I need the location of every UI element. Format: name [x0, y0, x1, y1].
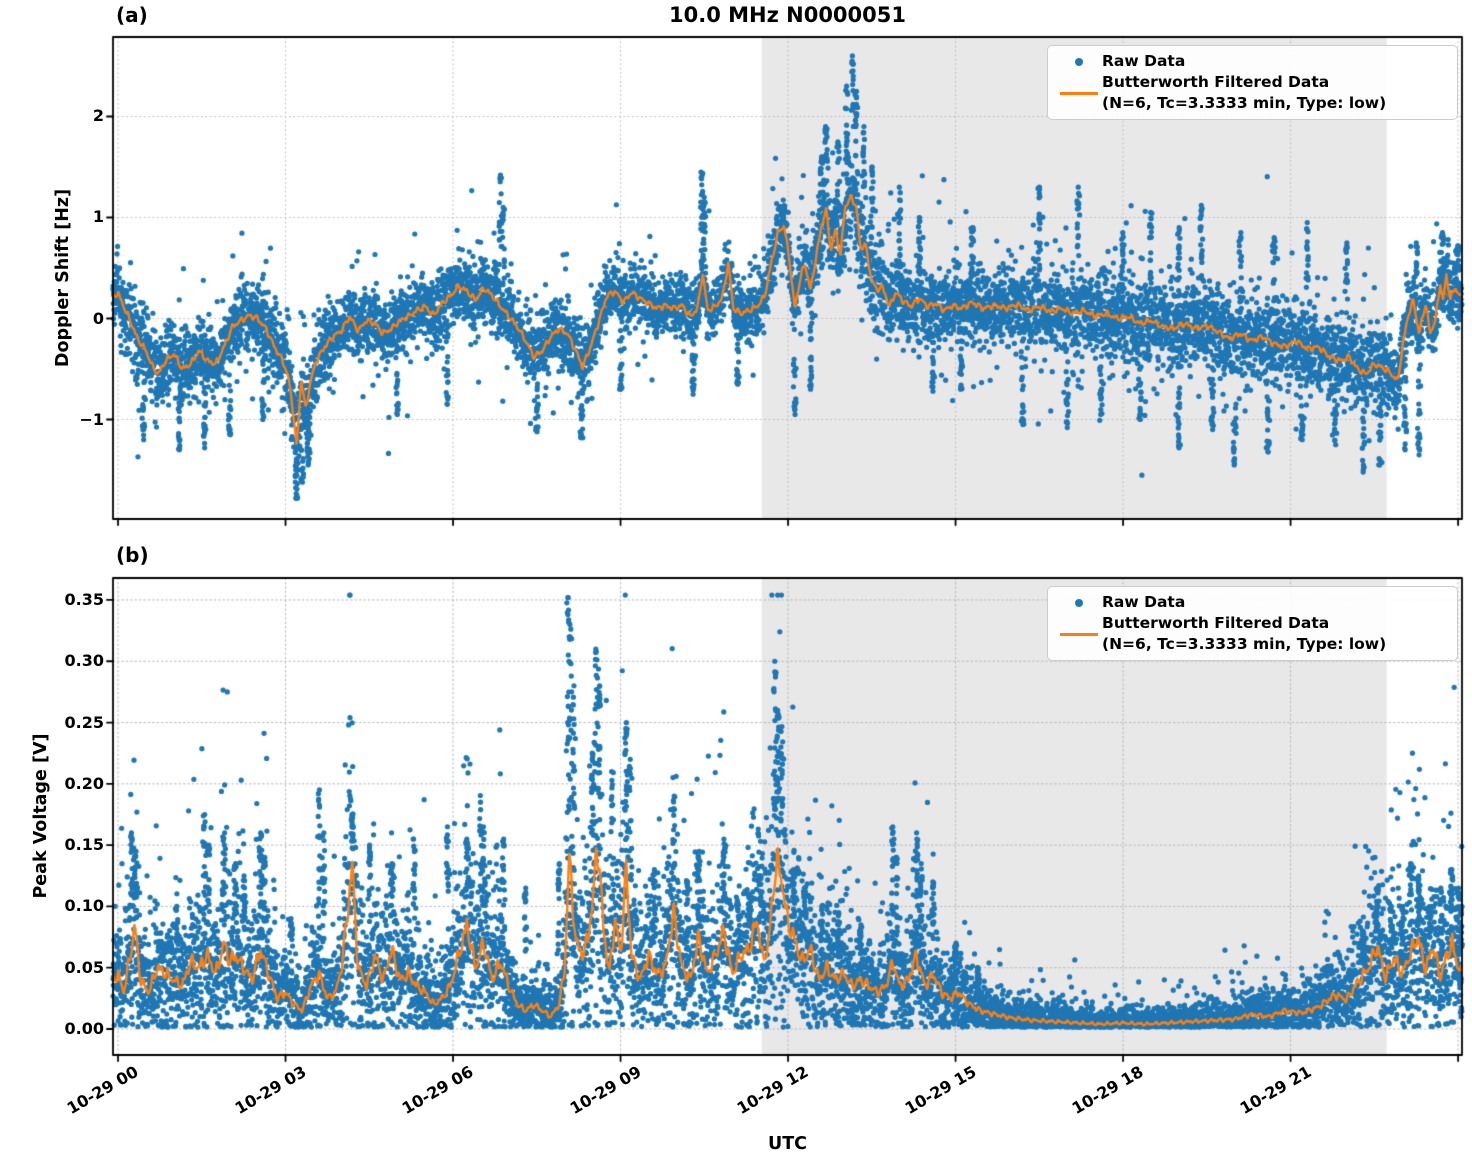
y-tick-label: 0.00 [64, 1019, 104, 1038]
filtered-data-line-marker [1056, 91, 1102, 95]
y-tick-label: 0.20 [64, 773, 104, 793]
panel-a-label: (a) [116, 3, 148, 27]
y-tick-label: 0.15 [64, 835, 104, 855]
y-tick-label: −1 [79, 409, 104, 429]
y-tick-label: 0.10 [64, 896, 104, 916]
x-axis-label: UTC [768, 1134, 807, 1154]
y-tick-label: 0.25 [64, 712, 104, 732]
panel-b-y-axis-label: Peak Voltage [V] [31, 733, 51, 899]
raw-data-dot-marker [1056, 598, 1102, 607]
legend-raw-label: Raw Data [1102, 52, 1186, 70]
y-tick-label: 0.35 [64, 589, 104, 609]
y-tick-label: 2 [92, 106, 104, 126]
y-tick-label: 1 [92, 207, 104, 227]
legend-filtered-label-line1: Butterworth Filtered Data [1102, 73, 1330, 91]
legend-row-raw: Raw Data [1056, 592, 1449, 613]
y-tick-label: 0.30 [64, 651, 104, 671]
legend-raw-label: Raw Data [1102, 593, 1186, 611]
legend-filtered-label-line1: Butterworth Filtered Data [1102, 614, 1330, 632]
y-tick-label: 0 [92, 308, 104, 328]
legend-filtered-label-line2: (N=6, Tc=3.3333 min, Type: low) [1102, 94, 1387, 112]
raw-data-dot-marker [1056, 57, 1102, 66]
panel-b-label: (b) [116, 543, 149, 567]
legend-row-filtered: Butterworth Filtered Data (N=6, Tc=3.333… [1056, 613, 1449, 655]
legend-panel-a: Raw Data Butterworth Filtered Data (N=6,… [1047, 45, 1458, 120]
legend-row-filtered: Butterworth Filtered Data (N=6, Tc=3.333… [1056, 72, 1449, 114]
legend-row-raw: Raw Data [1056, 51, 1449, 72]
legend-filtered-label-line2: (N=6, Tc=3.3333 min, Type: low) [1102, 635, 1387, 653]
y-tick-label: 0.05 [64, 957, 104, 977]
filtered-data-line-marker [1056, 632, 1102, 636]
figure-title: 10.0 MHz N0000051 [669, 3, 906, 27]
legend-panel-b: Raw Data Butterworth Filtered Data (N=6,… [1047, 586, 1458, 661]
